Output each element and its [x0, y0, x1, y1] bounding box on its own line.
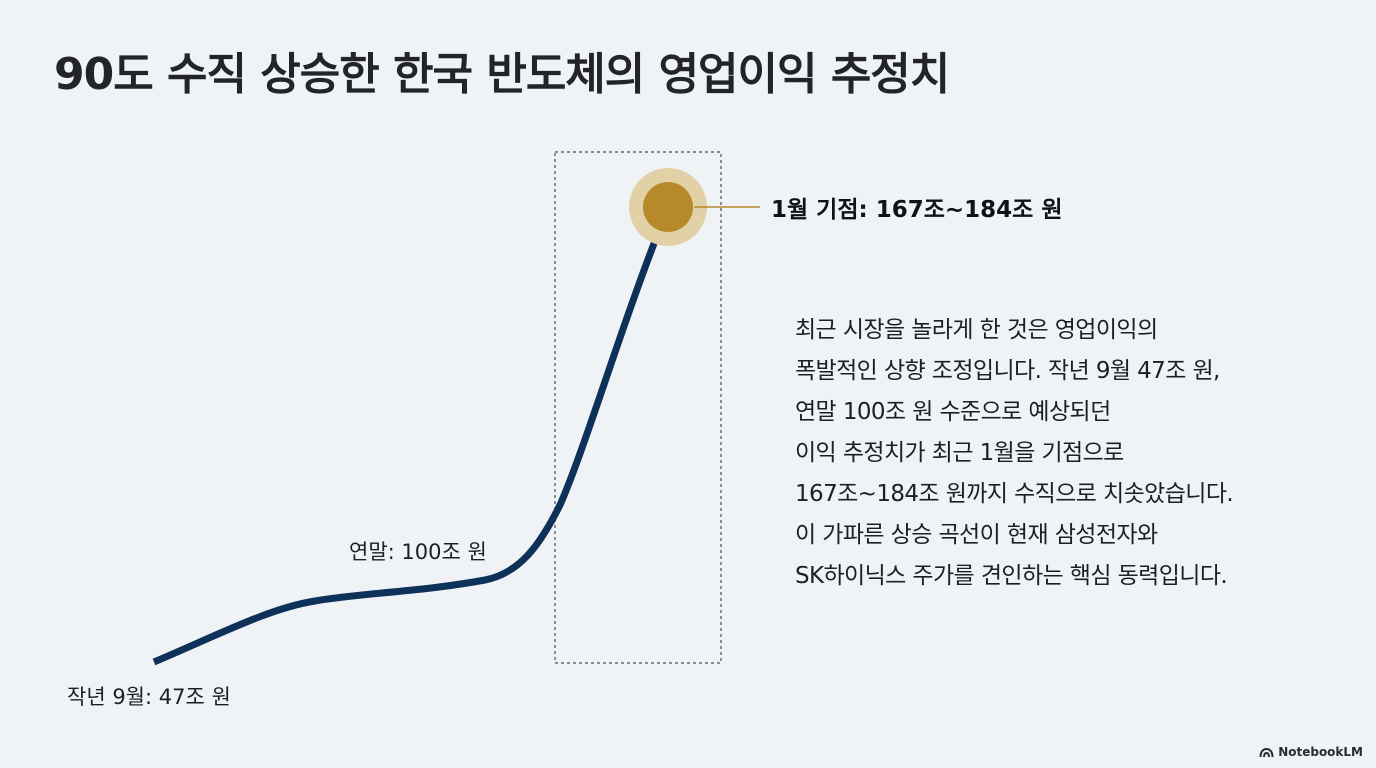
page-title: 90도 수직 상승한 한국 반도체의 영업이익 추정치: [54, 49, 950, 100]
peak-point-label: 1월 기점: 167조~184조 원: [771, 197, 1062, 223]
peak-point-marker: [643, 182, 693, 232]
description-line: 이 가파른 상승 곡선이 현재 삼성전자와: [795, 522, 1158, 548]
branding-label: NotebookLM: [1278, 745, 1363, 759]
description-line: 연말 100조 원 수준으로 예상되던: [795, 399, 1111, 425]
description-line: SK하이닉스 주가를 견인하는 핵심 동력입니다.: [795, 563, 1228, 589]
description-line: 167조~184조 원까지 수직으로 치솟았습니다.: [795, 481, 1234, 507]
description-line: 폭발적인 상향 조정입니다. 작년 9월 47조 원,: [795, 358, 1220, 384]
notebooklm-logo-icon: [1259, 747, 1274, 757]
highlight-frame: [554, 151, 722, 664]
notebooklm-branding: NotebookLM: [1259, 745, 1363, 759]
description-line: 이익 추정치가 최근 1월을 기점으로: [795, 440, 1124, 466]
description-text: 최근 시장을 놀라게 한 것은 영업이익의 폭발적인 상향 조정입니다. 작년 …: [795, 310, 1234, 597]
description-line: 최근 시장을 놀라게 한 것은 영업이익의: [795, 317, 1158, 343]
profit-curve-line: [152, 226, 664, 666]
year-end-point-label: 연말: 100조 원: [349, 540, 487, 564]
start-point-label: 작년 9월: 47조 원: [67, 685, 231, 709]
